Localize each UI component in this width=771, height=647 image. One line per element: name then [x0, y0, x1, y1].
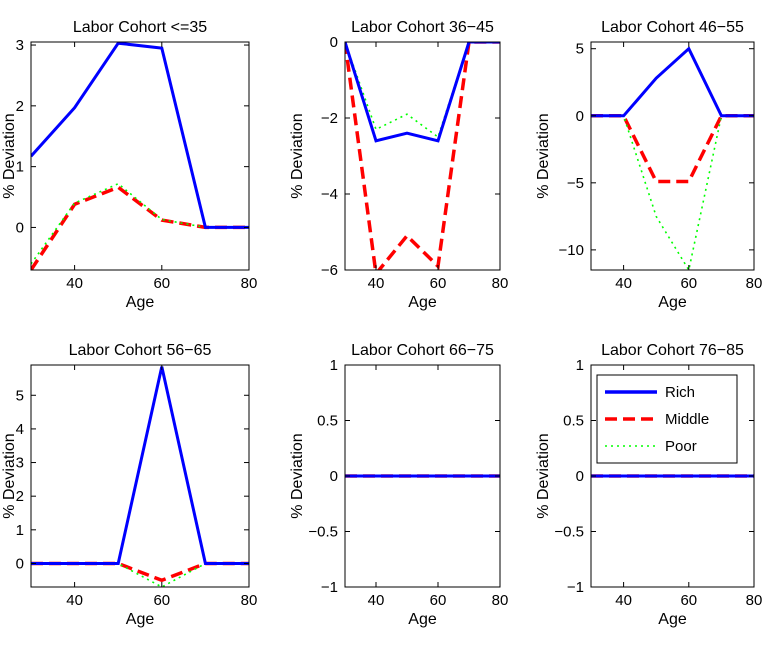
legend-label-rich: Rich [665, 384, 695, 401]
series-group [591, 46, 754, 270]
y-tick-label: −2 [321, 110, 338, 127]
x-axis-label: Age [126, 294, 155, 311]
y-tick-label: 0 [576, 108, 584, 125]
x-tick-label: 80 [746, 275, 763, 292]
y-tick-label: 3 [16, 455, 24, 472]
y-tick-label: 0 [16, 555, 24, 572]
y-axis-label: % Deviation [1, 433, 18, 518]
x-tick-label: 40 [368, 592, 385, 609]
subplot-5: 40 60 80 −1 −0.5 0 0.5 1 Labor Cohort 66−75 Age % … [289, 342, 508, 628]
axes-frame [590, 41, 755, 271]
y-axis-label: % Deviation [289, 113, 306, 198]
subplot-4: 40 60 80 0 1 2 3 4 5 Labor Cohort 56−65 Age % Devia… [1, 342, 257, 628]
y-axis-label: % Deviation [289, 433, 306, 518]
x-axis-label: Age [408, 611, 437, 628]
y-tick-label: 1 [16, 522, 24, 539]
series-line-rich [591, 46, 754, 118]
series-group [31, 42, 249, 270]
y-tick-label: 5 [576, 41, 584, 58]
plot-area [591, 42, 754, 270]
y-tick-label: 5 [16, 387, 24, 404]
y-tick-label: 0 [16, 219, 24, 236]
subplot-2: 40 60 80 −6 −4 −2 0 Labor Cohort 36−45 Age % Devi… [289, 19, 508, 311]
y-tick-label: 0 [576, 468, 584, 485]
x-axis-label: Age [658, 294, 687, 311]
x-axis-label: Age [658, 611, 687, 628]
subplot-title: Labor Cohort 46−55 [601, 19, 744, 36]
series-line-poor [31, 182, 249, 265]
x-axis-label: Age [408, 294, 437, 311]
series-line-poor [591, 115, 754, 270]
series-line-rich [345, 42, 500, 143]
legend: Rich Middle Poor [596, 374, 738, 464]
subplot-title: Labor Cohort 66−75 [351, 342, 494, 359]
y-tick-label: −4 [321, 186, 338, 203]
y-tick-label: 3 [16, 37, 24, 54]
subplot-6: 40 60 80 −1 −0.5 0 0.5 1 Labor Cohort 76−85 Age % … [535, 342, 762, 628]
y-tick-label: 1 [576, 357, 584, 374]
x-tick-label: 40 [66, 592, 83, 609]
x-tick-label: 40 [615, 592, 632, 609]
x-tick-label: 80 [492, 592, 509, 609]
axes-frame [344, 41, 501, 271]
y-axis-label: % Deviation [535, 113, 552, 198]
legend-label-middle: Middle [665, 411, 709, 428]
legend-box [596, 374, 738, 464]
axes-frame [30, 41, 250, 271]
y-tick-label: 4 [16, 421, 24, 438]
y-tick-label: 1 [16, 159, 24, 176]
series-group [345, 42, 500, 270]
y-tick-label: −5 [567, 175, 584, 192]
y-tick-label: 2 [16, 98, 24, 115]
x-tick-label: 60 [680, 592, 697, 609]
y-axis-label: % Deviation [1, 113, 18, 198]
y-axis-label: % Deviation [535, 433, 552, 518]
y-tick-label: −6 [321, 262, 338, 279]
y-tick-label: −1 [567, 579, 584, 596]
x-tick-label: 80 [241, 592, 258, 609]
series-line-rich [31, 42, 249, 229]
x-tick-label: 80 [746, 592, 763, 609]
series-line-middle [31, 185, 249, 270]
x-tick-label: 60 [430, 275, 447, 292]
y-tick-label: 0 [330, 468, 338, 485]
x-tick-label: 60 [153, 592, 170, 609]
x-tick-label: 40 [368, 275, 385, 292]
x-tick-label: 60 [153, 275, 170, 292]
subplot-3: 40 60 80 −10 −5 0 5 Labor Cohort 46−55 Age % Devi… [535, 19, 762, 311]
series-line-rich [31, 366, 249, 565]
y-tick-label: −0.5 [554, 524, 584, 541]
x-tick-label: 60 [680, 275, 697, 292]
plot-area [31, 42, 249, 270]
x-axis-label: Age [126, 611, 155, 628]
subplot-title: Labor Cohort 56−65 [69, 342, 212, 359]
plot-area [345, 42, 500, 270]
subplot-title: Labor Cohort <=35 [73, 19, 207, 36]
y-tick-label: 2 [16, 488, 24, 505]
y-tick-label: −0.5 [308, 524, 338, 541]
y-tick-label: 0.5 [317, 413, 338, 430]
x-tick-label: 80 [241, 275, 258, 292]
axes-frame [30, 364, 250, 588]
subplot-1: 40 60 80 0 1 2 3 Labor Cohort <=35 Age % Deviatio… [1, 19, 257, 311]
x-tick-label: 40 [66, 275, 83, 292]
y-tick-label: −10 [559, 242, 584, 259]
y-tick-label: 1 [330, 357, 338, 374]
x-tick-label: 40 [615, 275, 632, 292]
subplot-title: Labor Cohort 36−45 [351, 19, 494, 36]
y-tick-label: −1 [321, 579, 338, 596]
subplot-title: Labor Cohort 76−85 [601, 342, 744, 359]
legend-label-poor: Poor [665, 438, 697, 455]
plot-area [31, 365, 249, 587]
x-tick-label: 60 [430, 592, 447, 609]
x-tick-label: 80 [492, 275, 509, 292]
y-tick-label: 0.5 [563, 413, 584, 430]
y-tick-label: 0 [330, 34, 338, 51]
series-group [31, 366, 249, 587]
